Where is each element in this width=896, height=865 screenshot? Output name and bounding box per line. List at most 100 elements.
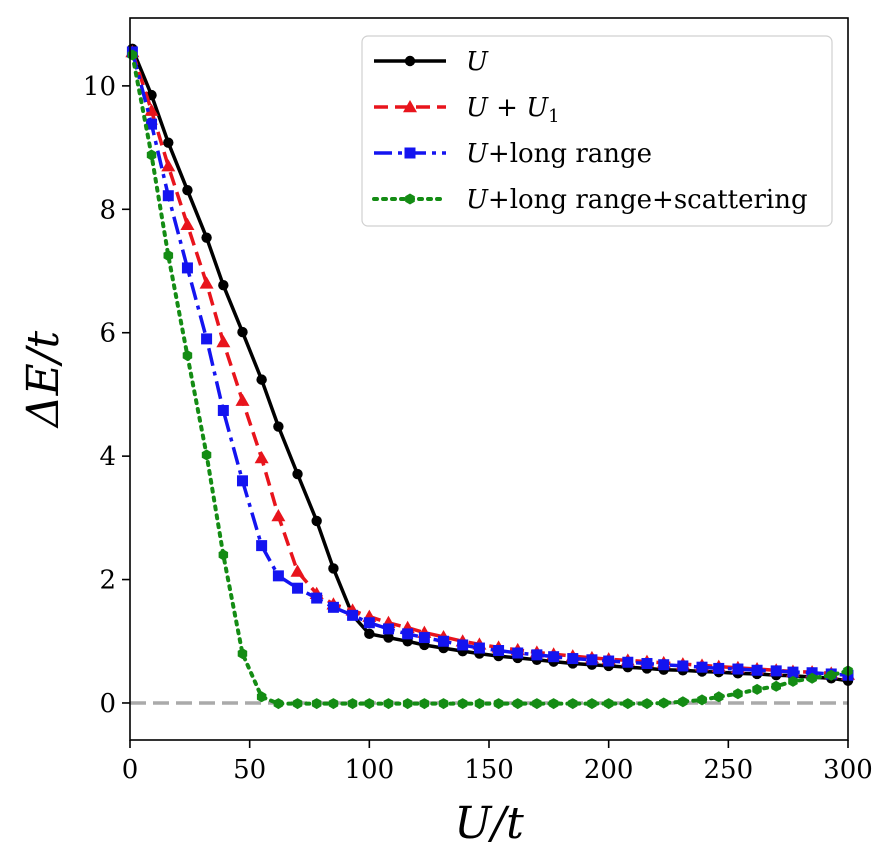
data-point	[272, 570, 284, 582]
data-point	[696, 661, 708, 673]
legend-label: U	[466, 47, 489, 77]
data-point	[180, 217, 195, 230]
data-point	[418, 632, 430, 644]
legend-marker	[403, 100, 417, 113]
y-tick-label: 10	[83, 72, 116, 102]
data-point	[473, 642, 485, 654]
data-point	[807, 672, 817, 684]
x-tick-label: 300	[823, 755, 873, 785]
data-point	[402, 628, 414, 640]
data-point	[161, 159, 176, 172]
data-point	[218, 280, 229, 291]
data-point	[271, 508, 286, 522]
data-point	[254, 450, 269, 464]
data-point	[732, 663, 744, 675]
data-point	[603, 655, 615, 667]
data-point	[347, 698, 358, 710]
data-point	[623, 698, 633, 710]
data-point	[493, 645, 505, 657]
data-point	[438, 635, 450, 647]
data-point	[163, 137, 174, 148]
x-tick-label: 100	[345, 755, 395, 785]
data-point	[218, 549, 229, 561]
data-point	[256, 540, 268, 552]
data-point	[383, 632, 394, 643]
data-point	[256, 691, 267, 703]
data-point	[364, 628, 375, 640]
data-point	[457, 639, 469, 651]
data-point	[493, 698, 504, 710]
data-point	[199, 276, 214, 289]
data-point	[292, 698, 303, 710]
data-point	[603, 698, 614, 710]
y-axis-label: ΔE/t	[18, 330, 69, 429]
data-point	[548, 651, 560, 663]
data-point	[531, 649, 543, 661]
data-point	[713, 662, 725, 674]
data-point	[328, 563, 339, 574]
data-point	[788, 675, 798, 687]
x-tick-label: 150	[464, 755, 514, 785]
legend-marker	[404, 55, 416, 67]
legend-label: U + U1	[466, 93, 560, 127]
data-point	[622, 656, 634, 668]
data-point	[771, 680, 781, 692]
data-point	[642, 698, 652, 710]
data-point	[182, 350, 193, 362]
legend-marker	[405, 193, 415, 205]
data-point	[328, 698, 339, 710]
data-point	[806, 667, 818, 679]
data-point	[273, 698, 284, 710]
data-point	[347, 609, 359, 621]
data-point	[659, 697, 669, 709]
data-point	[658, 659, 670, 671]
data-point	[163, 250, 174, 262]
data-point	[677, 660, 689, 672]
legend-marker	[404, 147, 416, 159]
data-point	[512, 647, 524, 659]
data-point	[201, 449, 212, 461]
x-tick-label: 200	[584, 755, 634, 785]
data-point	[216, 334, 231, 348]
data-point	[146, 118, 158, 130]
legend-label: U+long range	[466, 139, 652, 169]
data-point	[548, 698, 559, 710]
data-point	[826, 669, 836, 681]
data-point	[146, 149, 157, 161]
data-point	[292, 468, 303, 480]
data-point	[532, 698, 542, 710]
ticks-layer: 0 50 100 150 200 250 300 0 2 4 6 8 10	[83, 72, 873, 785]
x-axis-label: U/t	[454, 798, 524, 849]
data-point	[567, 653, 579, 665]
x-tick-label: 250	[704, 755, 754, 785]
y-tick-label: 2	[99, 566, 116, 596]
y-tick-label: 4	[99, 442, 116, 472]
data-point	[586, 654, 598, 666]
x-tick-label: 0	[122, 755, 139, 785]
data-point	[363, 617, 375, 629]
series-layer	[125, 43, 855, 710]
data-point	[568, 698, 578, 710]
series-3	[127, 49, 853, 710]
y-tick-label: 8	[99, 195, 116, 225]
data-point	[733, 688, 743, 700]
data-point	[201, 232, 212, 243]
data-point	[474, 698, 485, 710]
data-point	[292, 582, 304, 594]
data-point	[678, 696, 688, 708]
data-point	[419, 698, 430, 710]
data-point	[787, 666, 799, 678]
y-tick-label: 0	[99, 689, 116, 719]
data-point	[181, 262, 193, 274]
data-point	[311, 698, 322, 710]
data-point	[237, 326, 248, 338]
data-point	[513, 698, 523, 710]
series-line	[130, 48, 849, 683]
data-point	[162, 190, 174, 202]
x-tick-label: 50	[233, 755, 266, 785]
data-point	[770, 665, 782, 677]
data-point	[235, 393, 250, 406]
data-point	[311, 515, 322, 527]
legend: U U + U1 U+long range U+long range+scatteri…	[361, 35, 833, 227]
